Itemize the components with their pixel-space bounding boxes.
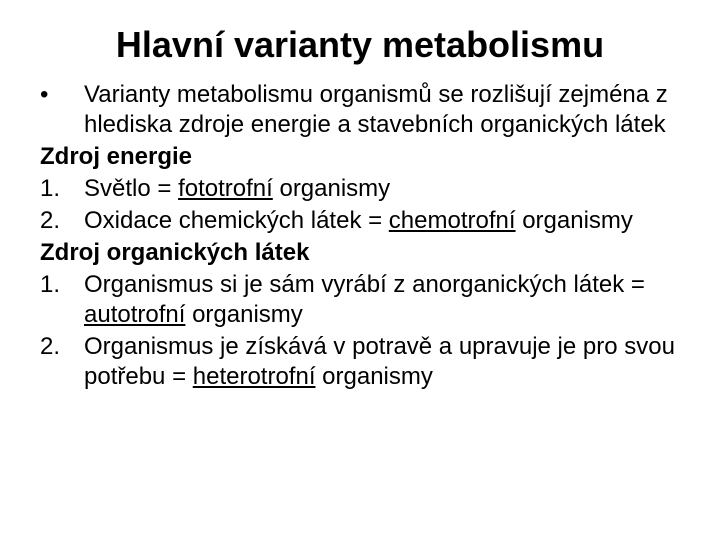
text-pre: Světlo = — [84, 175, 178, 202]
list-marker: 1. — [40, 270, 84, 330]
list-text: Organismus si je sám vyrábí z anorganick… — [84, 270, 680, 330]
list-item: 1. Světlo = fototrofní organismy — [40, 174, 680, 204]
text-post: organismy — [273, 175, 390, 202]
slide: Hlavní varianty metabolismu • Varianty m… — [0, 0, 720, 540]
list-item: 2. Organismus je získává v potravě a upr… — [40, 332, 680, 392]
list-item: 2. Oxidace chemických látek = chemotrofn… — [40, 206, 680, 236]
bullet-text: Varianty metabolismu organismů se rozliš… — [84, 80, 680, 140]
text-underline: autotrofní — [84, 301, 185, 328]
list-marker: 2. — [40, 332, 84, 392]
list-text: Organismus je získává v potravě a upravu… — [84, 332, 680, 392]
text-post: organismy — [516, 207, 633, 234]
text-post: organismy — [316, 363, 433, 390]
text-underline: chemotrofní — [389, 207, 516, 234]
text-pre: Organismus si je sám vyrábí z anorganick… — [84, 271, 645, 298]
slide-title: Hlavní varianty metabolismu — [40, 24, 680, 66]
list-text: Oxidace chemických látek = chemotrofní o… — [84, 206, 680, 236]
text-underline: fototrofní — [178, 175, 273, 202]
list-marker: 1. — [40, 174, 84, 204]
text-pre: Oxidace chemických látek = — [84, 207, 389, 234]
list-item: 1. Organismus si je sám vyrábí z anorgan… — [40, 270, 680, 330]
section-heading-organic: Zdroj organických látek — [40, 238, 680, 268]
list-text: Světlo = fototrofní organismy — [84, 174, 680, 204]
section-heading-energy: Zdroj energie — [40, 142, 680, 172]
bullet-marker: • — [40, 80, 84, 140]
text-underline: heterotrofní — [193, 363, 316, 390]
slide-body: • Varianty metabolismu organismů se rozl… — [40, 80, 680, 392]
text-post: organismy — [185, 301, 302, 328]
list-marker: 2. — [40, 206, 84, 236]
bullet-item: • Varianty metabolismu organismů se rozl… — [40, 80, 680, 140]
